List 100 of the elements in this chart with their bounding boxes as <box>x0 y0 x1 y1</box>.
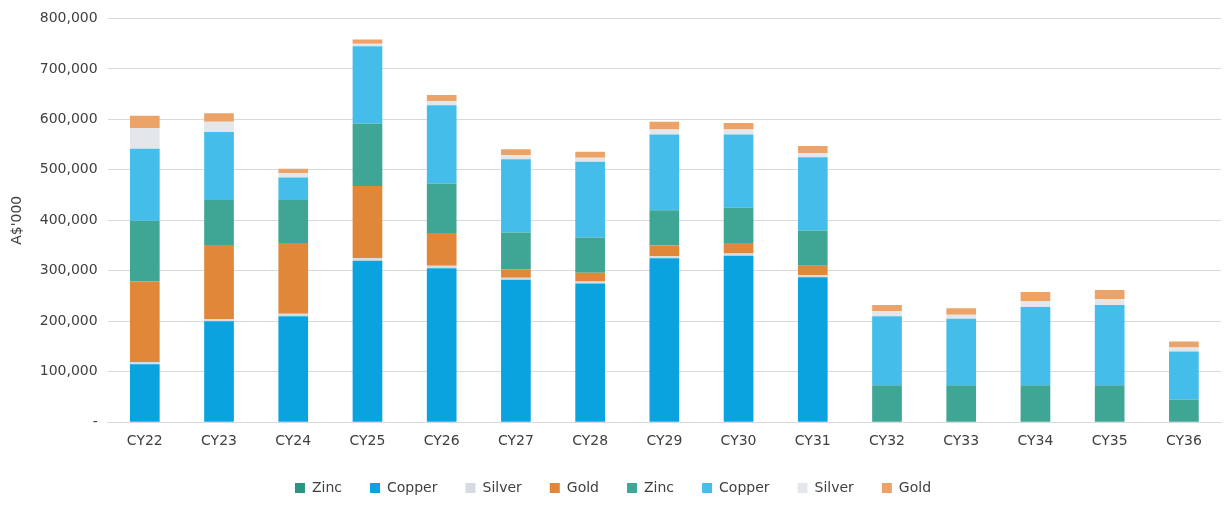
bar <box>723 255 754 422</box>
bar <box>129 148 160 221</box>
bar <box>649 210 680 246</box>
y-tick-label: 700,000 <box>39 59 98 76</box>
bar <box>797 277 828 422</box>
bar <box>575 157 605 162</box>
bar <box>649 134 680 211</box>
bar <box>426 105 457 184</box>
legend-label: Gold <box>566 478 600 495</box>
bar <box>501 232 531 270</box>
bar <box>649 245 680 257</box>
bar <box>204 200 234 246</box>
bar <box>723 207 754 244</box>
legend-label: Copper <box>719 478 770 495</box>
x-tick-label: CY33 <box>943 432 980 449</box>
x-tick-label: CY27 <box>497 432 534 449</box>
bar <box>204 113 234 122</box>
bar <box>278 177 309 201</box>
bar <box>501 155 531 160</box>
bar <box>426 268 457 422</box>
bar <box>352 185 383 259</box>
bar <box>278 316 309 422</box>
legend-label: Copper <box>387 478 438 495</box>
x-tick-label: CY30 <box>720 432 757 449</box>
bar <box>204 245 234 320</box>
bar <box>352 39 383 44</box>
y-axis-title: A$'000 <box>8 195 25 245</box>
bar <box>501 149 531 156</box>
x-tick-label: CY23 <box>201 432 237 449</box>
x-tick-label: CY31 <box>794 432 831 449</box>
bar <box>1094 299 1125 306</box>
bar <box>1094 289 1125 300</box>
bar <box>426 232 457 266</box>
bar <box>1020 291 1051 302</box>
bar <box>501 159 531 233</box>
bar <box>649 258 680 422</box>
bar <box>278 173 309 178</box>
bar <box>426 101 457 106</box>
bar <box>797 265 828 276</box>
bar <box>352 260 383 422</box>
bar <box>352 123 383 186</box>
bar <box>797 275 828 278</box>
bar <box>426 183 457 233</box>
x-tick-label: CY24 <box>275 432 312 449</box>
bar <box>501 269 531 278</box>
bar <box>426 95 457 102</box>
bar <box>278 243 309 314</box>
legend-label: Zinc <box>311 478 343 495</box>
x-tick-label: CY25 <box>349 432 386 449</box>
bar <box>872 305 902 312</box>
bar <box>575 237 605 273</box>
bar <box>204 321 234 422</box>
bar <box>575 272 605 282</box>
legend-label: Zinc <box>644 478 675 495</box>
x-tick-label: CY32 <box>869 432 905 449</box>
bar <box>797 153 828 158</box>
bar <box>1094 305 1125 386</box>
bar <box>501 279 531 422</box>
y-tick-label: 100,000 <box>39 362 98 379</box>
bar <box>352 46 383 124</box>
bar <box>1020 307 1051 386</box>
bar <box>723 253 754 256</box>
x-tick-label: CY35 <box>1091 432 1128 449</box>
x-tick-label: CY36 <box>1165 432 1202 449</box>
bar <box>575 283 605 422</box>
bar <box>946 385 977 422</box>
bar <box>649 129 680 135</box>
bar <box>946 318 977 386</box>
bar <box>204 121 234 132</box>
bar <box>1094 385 1125 422</box>
bar <box>352 258 383 261</box>
x-tick-label: CY34 <box>1017 432 1054 449</box>
x-tick-label: CY22 <box>126 432 163 449</box>
y-tick-label: - <box>92 412 98 429</box>
bar <box>204 319 234 322</box>
y-tick-label: 400,000 <box>39 210 98 227</box>
x-tick-label: CY26 <box>423 432 460 449</box>
bar <box>575 161 605 238</box>
bar <box>204 131 234 201</box>
bar <box>1020 301 1051 308</box>
bar <box>278 200 309 244</box>
y-tick-label: 800,000 <box>39 9 98 26</box>
legend-label: Gold <box>898 478 932 495</box>
bar <box>129 115 160 128</box>
x-tick-label: CY28 <box>572 432 609 449</box>
bar <box>129 281 160 363</box>
bar <box>872 316 902 386</box>
bar <box>797 157 828 231</box>
bar <box>872 385 902 422</box>
bar <box>129 127 160 149</box>
bar <box>649 121 680 130</box>
bar <box>946 308 977 315</box>
bar <box>649 256 680 259</box>
y-tick-label: 500,000 <box>39 160 98 177</box>
bar <box>797 230 828 266</box>
x-tick-label: CY29 <box>646 432 683 449</box>
bar <box>872 311 902 317</box>
bar <box>1020 385 1051 422</box>
bar <box>797 146 828 154</box>
bar <box>1169 399 1199 422</box>
